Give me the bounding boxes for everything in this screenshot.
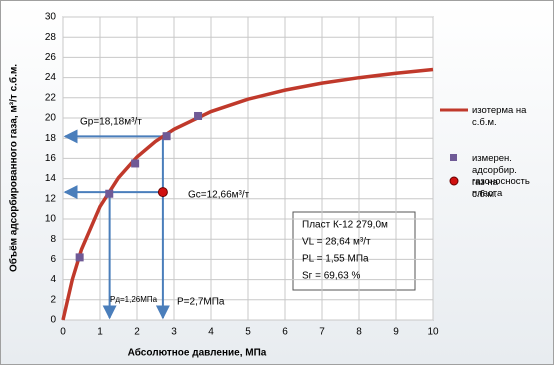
x-tick-label: 2 bbox=[134, 327, 140, 338]
gas-content-point bbox=[157, 187, 168, 198]
y-tick-label: 0 bbox=[50, 315, 56, 326]
x-tick-label: 7 bbox=[319, 327, 325, 338]
info-box bbox=[292, 211, 416, 291]
y-tick-label: 24 bbox=[45, 72, 57, 83]
x-tick-label: 4 bbox=[208, 327, 214, 338]
x-tick-label: 8 bbox=[356, 327, 362, 338]
annotation: Gp=18,18м³/т bbox=[80, 117, 142, 128]
y-tick-label: 16 bbox=[45, 153, 57, 164]
measured-point bbox=[75, 253, 84, 262]
y-tick-label: 2 bbox=[50, 294, 56, 305]
y-tick-label: 12 bbox=[45, 193, 57, 204]
annotation: P=2,7МПа bbox=[177, 297, 225, 308]
legend-swatch bbox=[449, 176, 459, 186]
annotation: Gc=12,66м³/т bbox=[188, 190, 250, 201]
y-tick-label: 22 bbox=[45, 92, 57, 103]
x-tick-label: 9 bbox=[393, 327, 399, 338]
measured-point bbox=[162, 132, 171, 141]
x-tick-label: 6 bbox=[282, 327, 288, 338]
legend-label: изотерма на с.б.м. bbox=[472, 105, 527, 128]
y-tick-label: 10 bbox=[45, 214, 57, 225]
measured-point bbox=[105, 189, 114, 198]
legend-swatch bbox=[450, 154, 457, 161]
y-tick-label: 14 bbox=[45, 173, 57, 184]
x-axis-label: Абсолютное давление, МПа bbox=[128, 347, 267, 359]
y-tick-label: 8 bbox=[50, 234, 56, 245]
y-tick-label: 18 bbox=[45, 133, 57, 144]
y-tick-label: 26 bbox=[45, 52, 57, 63]
y-tick-label: 4 bbox=[50, 274, 56, 285]
legend-label: измерен. адсорбир. газ на с.б.м. bbox=[472, 153, 517, 200]
info-text: VL = 28,64 м³/т bbox=[302, 237, 371, 248]
x-tick-label: 3 bbox=[171, 327, 177, 338]
x-tick-label: 10 bbox=[427, 327, 439, 338]
x-tick-label: 1 bbox=[97, 327, 103, 338]
legend-label: газоносность пласта bbox=[472, 176, 530, 199]
info-text: PL = 1,55 МПа bbox=[302, 254, 369, 265]
x-tick-label: 5 bbox=[245, 327, 251, 338]
measured-point bbox=[131, 159, 140, 168]
y-tick-label: 6 bbox=[50, 254, 56, 265]
info-text: Пласт К-12 279,0м bbox=[302, 220, 388, 231]
y-axis-label: Объём адсорбированного газа, м³/т с.б.м. bbox=[8, 64, 20, 272]
info-text: Sг = 69,63 % bbox=[302, 271, 361, 282]
measured-point bbox=[194, 111, 203, 120]
isotherm-line bbox=[61, 67, 434, 321]
y-tick-label: 20 bbox=[45, 113, 57, 124]
y-tick-label: 28 bbox=[45, 32, 57, 43]
x-tick-label: 0 bbox=[60, 327, 66, 338]
annotation: Pд=1,26МПа bbox=[110, 295, 158, 304]
y-tick-label: 30 bbox=[45, 12, 57, 23]
